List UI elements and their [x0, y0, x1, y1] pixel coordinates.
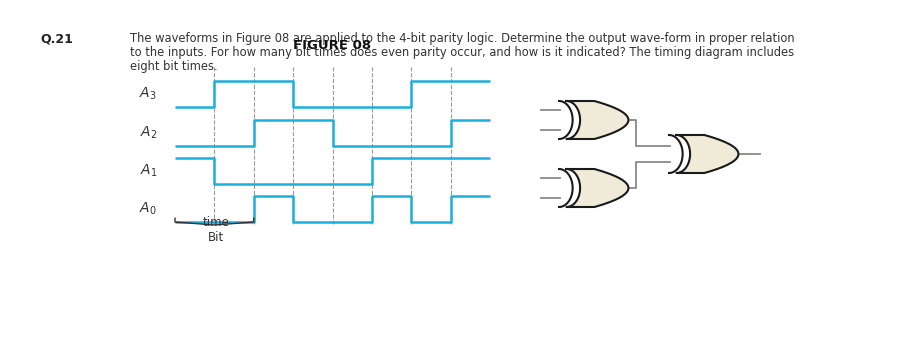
- Text: Q.21: Q.21: [40, 32, 73, 45]
- Text: $A_2$: $A_2$: [140, 125, 157, 141]
- Text: $A_1$: $A_1$: [140, 163, 157, 179]
- Text: to the inputs. For how many bit times does even parity occur, and how is it indi: to the inputs. For how many bit times do…: [130, 46, 795, 59]
- Polygon shape: [677, 135, 738, 173]
- Polygon shape: [567, 101, 629, 139]
- Polygon shape: [567, 169, 629, 207]
- Text: $A_0$: $A_0$: [140, 201, 157, 217]
- Text: $A_3$: $A_3$: [140, 86, 157, 102]
- Text: Bit: Bit: [209, 231, 225, 244]
- Text: FIGURE 08: FIGURE 08: [294, 39, 372, 52]
- Text: time: time: [203, 216, 229, 229]
- Text: The waveforms in Figure 08 are applied to the 4-bit parity logic. Determine the : The waveforms in Figure 08 are applied t…: [130, 32, 795, 45]
- Text: eight bit times.: eight bit times.: [130, 60, 218, 73]
